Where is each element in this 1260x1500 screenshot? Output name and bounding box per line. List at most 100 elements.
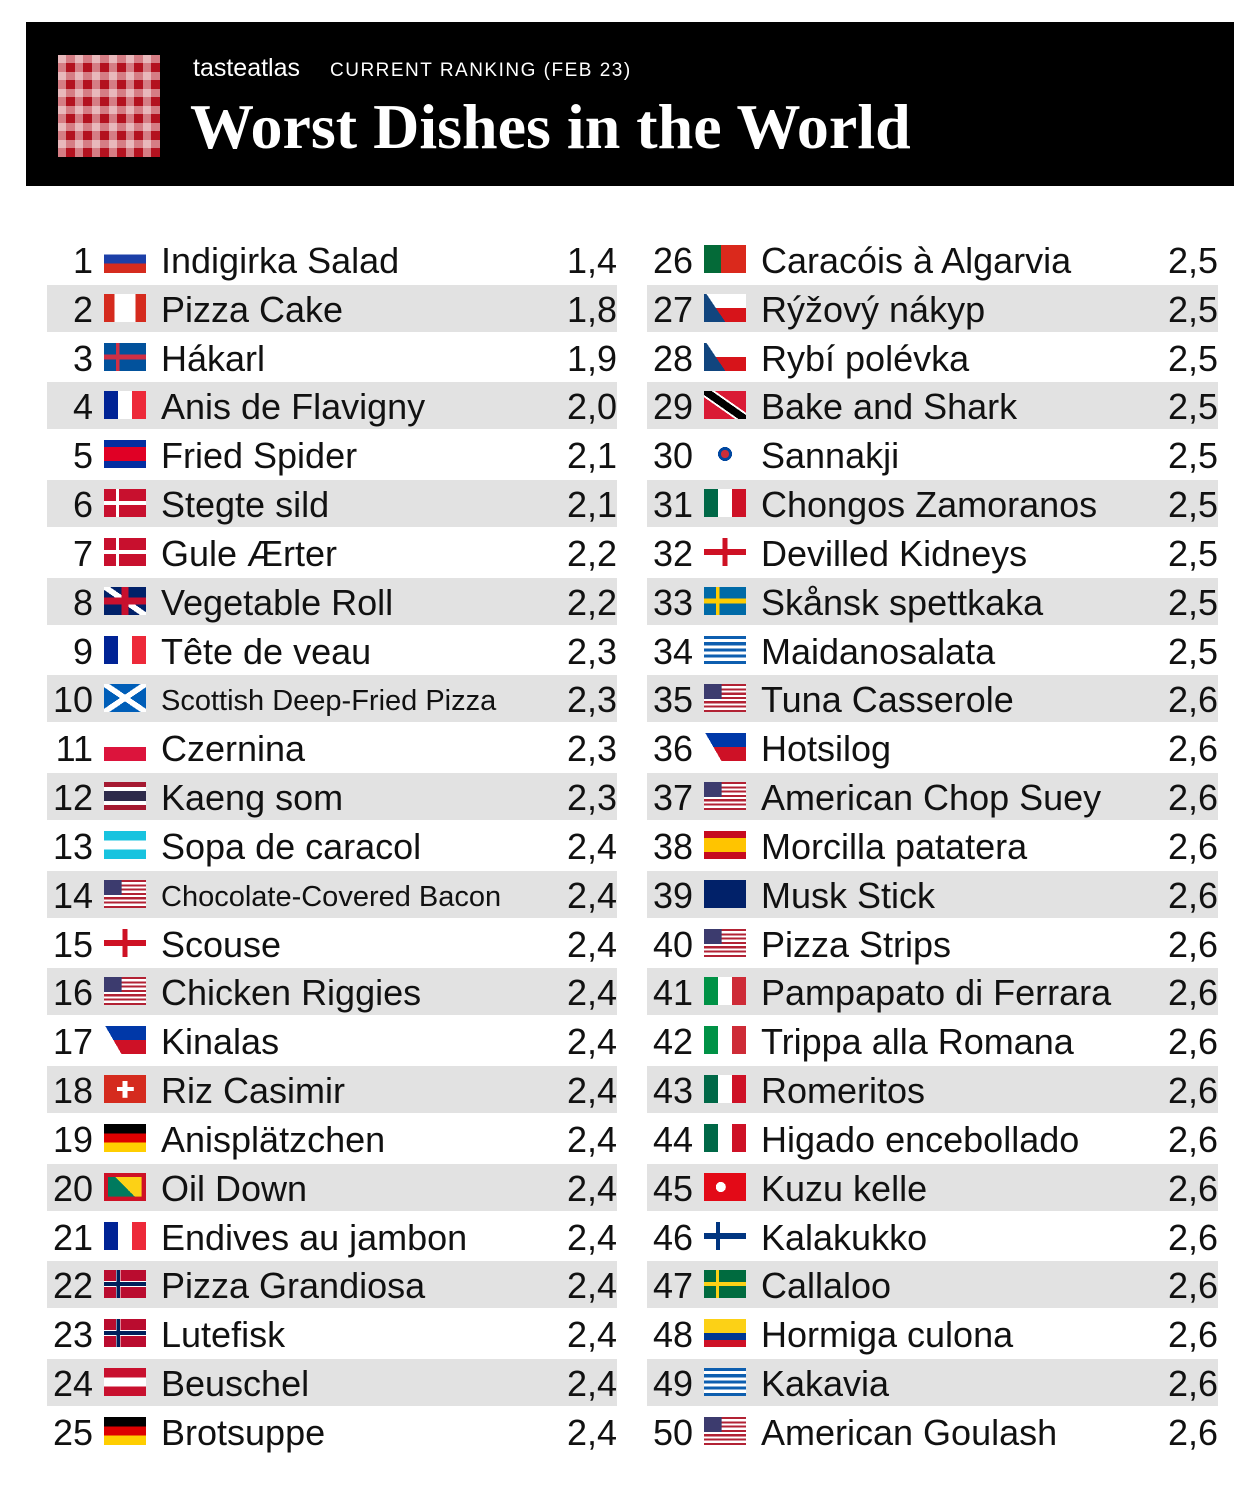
table-row: 33 Skånsk spettkaka 2,5: [647, 577, 1218, 625]
header: tasteatlas CURRENT RANKING (FEB 23) Wors…: [26, 22, 1234, 186]
rank: 37: [652, 777, 693, 819]
rank: 50: [652, 1411, 693, 1453]
flag: [104, 928, 146, 957]
flag: [704, 537, 746, 566]
table-row: 14 Chocolate-Covered Bacon 2,4: [47, 870, 617, 918]
rank: 34: [652, 630, 693, 672]
rank: 44: [652, 1118, 693, 1160]
title: Worst Dishes in the World: [190, 91, 911, 162]
flag: [104, 879, 146, 908]
rating: 2,5: [1167, 484, 1218, 526]
rank: 15: [52, 923, 93, 965]
table-row: 15 Scouse 2,4: [47, 920, 617, 967]
dish-name: Stegte sild: [161, 484, 330, 526]
flag: [704, 733, 746, 762]
rank: 48: [652, 1314, 693, 1356]
rank: 46: [652, 1216, 693, 1258]
rating: 2,3: [566, 630, 617, 672]
dish-name: Kaeng som: [161, 777, 344, 819]
rating: 2,3: [566, 728, 617, 770]
flag: [704, 342, 746, 371]
flag: [704, 1221, 746, 1250]
dish-name: Skånsk spettkaka: [761, 581, 1044, 623]
flag: [104, 635, 146, 664]
rank: 29: [652, 386, 693, 428]
flag: [104, 830, 146, 859]
rank: 23: [52, 1314, 93, 1356]
rating: 2,5: [1167, 630, 1218, 672]
table-row: 5 Fried Spider 2,1: [47, 431, 617, 478]
dish-name: Pampapato di Ferrara: [761, 972, 1112, 1014]
dish-name: Rybí polévka: [761, 337, 970, 379]
rating: 2,4: [566, 1411, 617, 1453]
rating: 2,6: [1167, 825, 1218, 867]
rank: 47: [652, 1265, 693, 1307]
table-row: 28 Rybí polévka 2,5: [647, 334, 1218, 381]
dish-name: Chicken Riggies: [161, 972, 422, 1014]
flag: [104, 537, 146, 566]
dish-name: Trippa alla Romana: [761, 1021, 1074, 1063]
rating: 1,9: [566, 337, 617, 379]
flag: [104, 1416, 146, 1445]
dish-name: Scouse: [161, 923, 282, 965]
flag: [704, 1319, 746, 1348]
rating: 1,8: [566, 288, 617, 330]
table-row: 6 Stegte sild 2,1: [47, 480, 617, 528]
rank: 32: [652, 532, 693, 574]
rating: 2,5: [1167, 532, 1218, 574]
dish-name: Indigirka Salad: [161, 240, 400, 281]
rank: 30: [652, 435, 693, 477]
table-row: 32 Devilled Kidneys 2,5: [647, 529, 1218, 576]
table-row: 26 Caracóis à Algarvia 2,5: [647, 236, 1218, 283]
flag: [104, 733, 146, 762]
dish-name: Chongos Zamoranos: [761, 484, 1098, 526]
rating: 2,4: [566, 1265, 617, 1307]
rank: 36: [652, 728, 693, 770]
flag: [704, 1026, 746, 1055]
table-row: 47 Callaloo 2,6: [647, 1261, 1218, 1309]
table-row: 18 Riz Casimir 2,4: [47, 1066, 617, 1114]
dish-name: Kinalas: [161, 1021, 280, 1063]
rank: 11: [55, 728, 93, 770]
flag: [104, 1026, 146, 1055]
table-row: 20 Oil Down 2,4: [47, 1163, 617, 1211]
rank: 6: [72, 484, 93, 526]
rank: 2: [72, 288, 93, 330]
rank: 12: [52, 777, 93, 819]
flag: [704, 1075, 746, 1104]
rank: 35: [652, 679, 693, 721]
dish-name: Vegetable Roll: [161, 581, 394, 623]
flag: [104, 977, 146, 1006]
rank: 26: [652, 240, 693, 281]
dish-name: Pizza Grandiosa: [161, 1265, 426, 1307]
rating: 2,6: [1167, 874, 1218, 916]
dish-name: Sopa de caracol: [161, 825, 422, 867]
table-row: 12 Kaeng som 2,3: [47, 773, 617, 821]
rating: 2,6: [1167, 1265, 1218, 1307]
rating: 2,1: [566, 435, 617, 477]
table-row: 17 Kinalas 2,4: [47, 1017, 617, 1064]
rating: 2,6: [1167, 728, 1218, 770]
flag: [104, 1221, 146, 1250]
dish-name: Chocolate-Covered Bacon: [161, 880, 502, 913]
flag: [704, 586, 746, 615]
table-row: 3 Hákarl 1,9: [47, 334, 617, 381]
rank: 5: [72, 435, 93, 477]
dish-name: American Chop Suey: [761, 777, 1102, 819]
rank: 40: [652, 923, 693, 965]
dish-name: Morcilla patatera: [761, 825, 1028, 867]
dish-name: Czernina: [161, 728, 306, 770]
table-row: 45 Kuzu kelle 2,6: [647, 1163, 1218, 1211]
flag: [104, 684, 146, 713]
flag: [704, 1172, 746, 1201]
flag: [104, 586, 146, 615]
rank: 33: [652, 581, 693, 623]
flag: [704, 977, 746, 1006]
dish-name: Brotsuppe: [161, 1411, 326, 1453]
dish-name: Fried Spider: [161, 435, 358, 477]
rank: 21: [52, 1216, 93, 1258]
rating: 2,4: [566, 825, 617, 867]
rating: 2,4: [566, 1021, 617, 1063]
table-row: 22 Pizza Grandiosa 2,4: [47, 1261, 617, 1309]
rank: 18: [52, 1070, 93, 1112]
